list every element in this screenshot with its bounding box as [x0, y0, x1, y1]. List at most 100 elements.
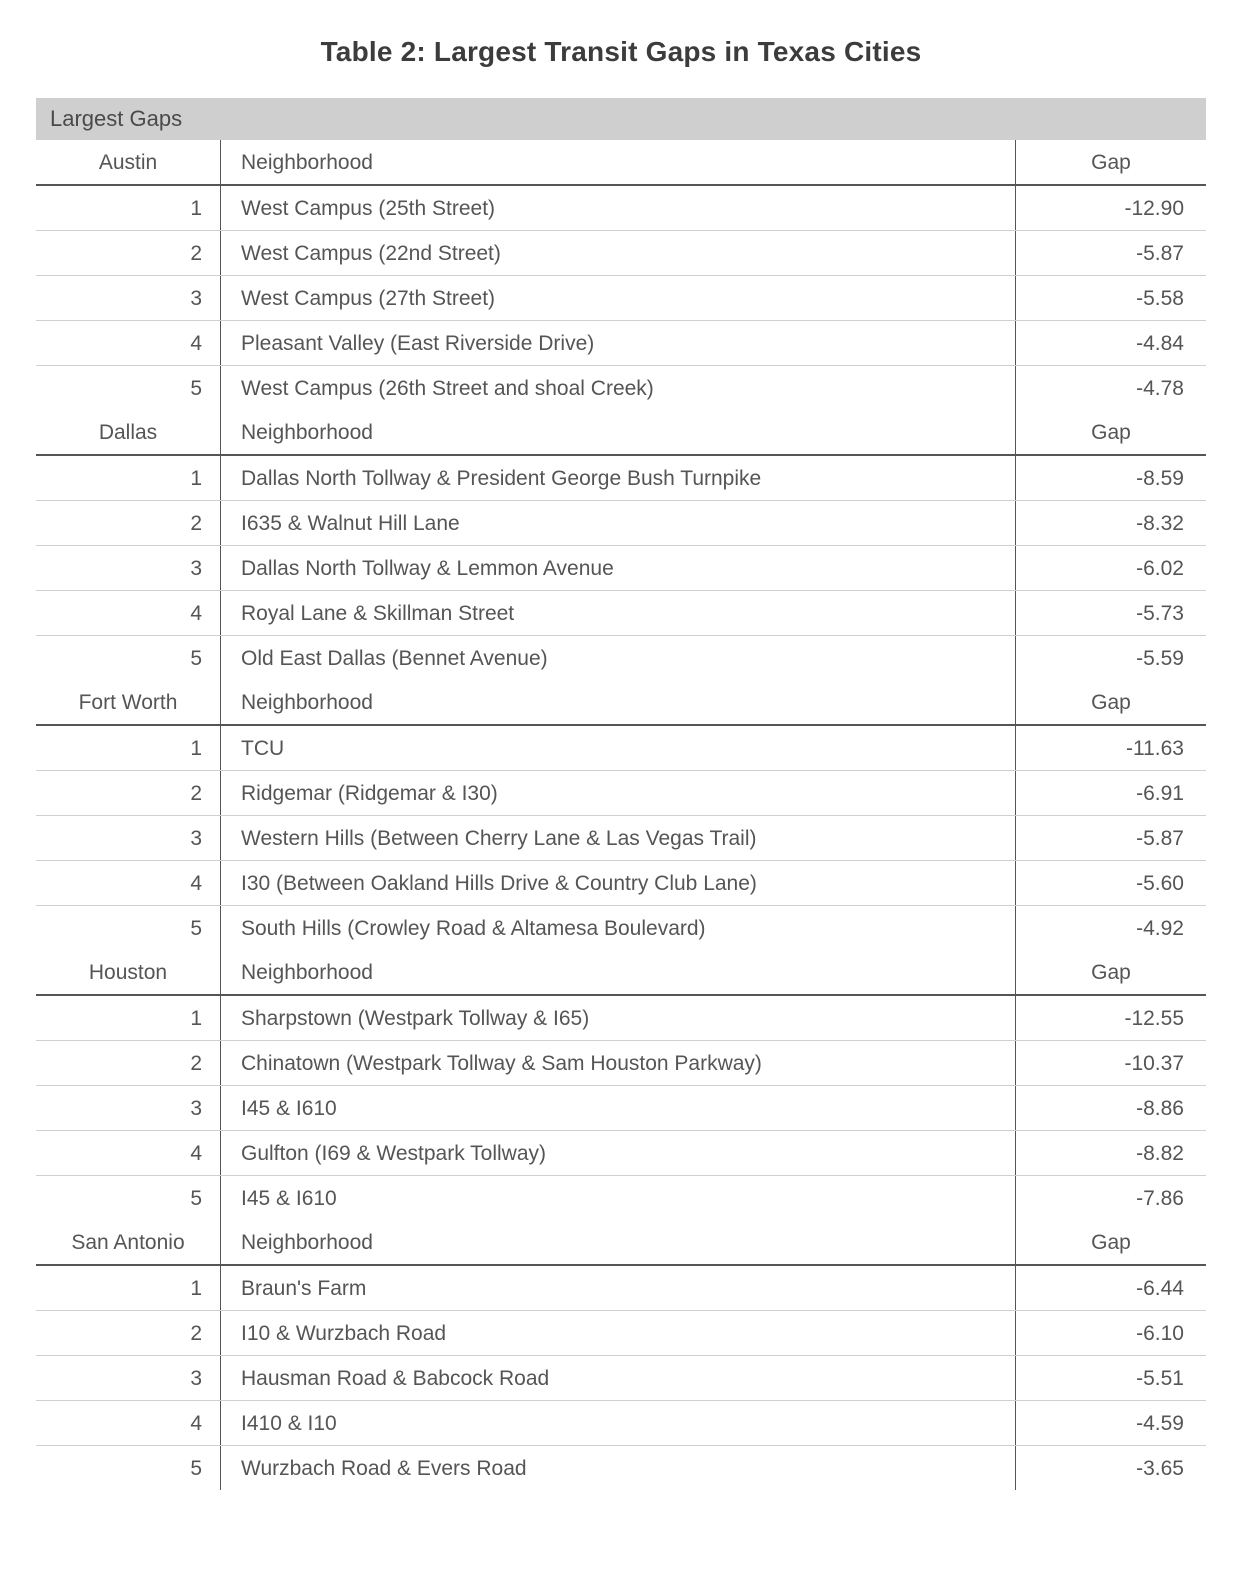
gap-cell: -4.92 — [1016, 906, 1206, 950]
gap-cell: -4.59 — [1016, 1401, 1206, 1445]
gap-cell: -12.55 — [1016, 996, 1206, 1040]
gap-cell: -6.44 — [1016, 1266, 1206, 1310]
column-header-neighborhood: Neighborhood — [221, 140, 1016, 184]
table-row: 1West Campus (25th Street)-12.90 — [36, 186, 1206, 231]
transit-gaps-table: Largest Gaps AustinNeighborhoodGap1West … — [36, 98, 1206, 1490]
gap-cell: -4.84 — [1016, 321, 1206, 365]
neighborhood-cell: Chinatown (Westpark Tollway & Sam Housto… — [221, 1041, 1016, 1085]
neighborhood-cell: West Campus (26th Street and shoal Creek… — [221, 366, 1016, 410]
city-name: Austin — [36, 140, 221, 184]
rank-cell: 3 — [36, 816, 221, 860]
neighborhood-cell: Hausman Road & Babcock Road — [221, 1356, 1016, 1400]
rank-cell: 5 — [36, 906, 221, 950]
city-section-header: DallasNeighborhoodGap — [36, 410, 1206, 456]
table-row: 5Wurzbach Road & Evers Road-3.65 — [36, 1446, 1206, 1490]
gap-cell: -5.87 — [1016, 231, 1206, 275]
table-row: 2I635 & Walnut Hill Lane-8.32 — [36, 501, 1206, 546]
rank-cell: 5 — [36, 636, 221, 680]
rank-cell: 4 — [36, 861, 221, 905]
column-header-gap: Gap — [1016, 950, 1206, 994]
gap-cell: -12.90 — [1016, 186, 1206, 230]
table-row: 5I45 & I610-7.86 — [36, 1176, 1206, 1220]
table-row: 1Dallas North Tollway & President George… — [36, 456, 1206, 501]
city-section-header: San AntonioNeighborhoodGap — [36, 1220, 1206, 1266]
table-row: 4Royal Lane & Skillman Street-5.73 — [36, 591, 1206, 636]
gap-cell: -5.59 — [1016, 636, 1206, 680]
rank-cell: 1 — [36, 186, 221, 230]
neighborhood-cell: Pleasant Valley (East Riverside Drive) — [221, 321, 1016, 365]
city-section-header: AustinNeighborhoodGap — [36, 140, 1206, 186]
rank-cell: 3 — [36, 276, 221, 320]
neighborhood-cell: Western Hills (Between Cherry Lane & Las… — [221, 816, 1016, 860]
rank-cell: 3 — [36, 546, 221, 590]
neighborhood-cell: I45 & I610 — [221, 1086, 1016, 1130]
city-name: Houston — [36, 950, 221, 994]
table-row: 3West Campus (27th Street)-5.58 — [36, 276, 1206, 321]
neighborhood-cell: Old East Dallas (Bennet Avenue) — [221, 636, 1016, 680]
neighborhood-cell: West Campus (22nd Street) — [221, 231, 1016, 275]
table-row: 5Old East Dallas (Bennet Avenue)-5.59 — [36, 636, 1206, 680]
table-row: 1TCU-11.63 — [36, 726, 1206, 771]
table-row: 5South Hills (Crowley Road & Altamesa Bo… — [36, 906, 1206, 950]
neighborhood-cell: Dallas North Tollway & President George … — [221, 456, 1016, 500]
table-row: 4I410 & I10-4.59 — [36, 1401, 1206, 1446]
neighborhood-cell: Braun's Farm — [221, 1266, 1016, 1310]
rank-cell: 3 — [36, 1086, 221, 1130]
neighborhood-cell: I635 & Walnut Hill Lane — [221, 501, 1016, 545]
gap-cell: -6.02 — [1016, 546, 1206, 590]
table-row: 4I30 (Between Oakland Hills Drive & Coun… — [36, 861, 1206, 906]
table-row: 1Braun's Farm-6.44 — [36, 1266, 1206, 1311]
table-row: 2Chinatown (Westpark Tollway & Sam Houst… — [36, 1041, 1206, 1086]
gap-cell: -11.63 — [1016, 726, 1206, 770]
rank-cell: 2 — [36, 1311, 221, 1355]
neighborhood-cell: Dallas North Tollway & Lemmon Avenue — [221, 546, 1016, 590]
neighborhood-cell: Ridgemar (Ridgemar & I30) — [221, 771, 1016, 815]
rank-cell: 5 — [36, 366, 221, 410]
rank-cell: 3 — [36, 1356, 221, 1400]
rank-cell: 1 — [36, 726, 221, 770]
table-row: 2Ridgemar (Ridgemar & I30)-6.91 — [36, 771, 1206, 816]
gap-cell: -5.87 — [1016, 816, 1206, 860]
rank-cell: 1 — [36, 456, 221, 500]
column-header-gap: Gap — [1016, 680, 1206, 724]
rank-cell: 1 — [36, 1266, 221, 1310]
gap-cell: -8.86 — [1016, 1086, 1206, 1130]
gap-cell: -7.86 — [1016, 1176, 1206, 1220]
column-header-gap: Gap — [1016, 410, 1206, 454]
neighborhood-cell: Sharpstown (Westpark Tollway & I65) — [221, 996, 1016, 1040]
rank-cell: 4 — [36, 591, 221, 635]
neighborhood-cell: TCU — [221, 726, 1016, 770]
rank-cell: 2 — [36, 771, 221, 815]
table-row: 2I10 & Wurzbach Road-6.10 — [36, 1311, 1206, 1356]
gap-cell: -8.32 — [1016, 501, 1206, 545]
rank-cell: 5 — [36, 1446, 221, 1490]
neighborhood-cell: Royal Lane & Skillman Street — [221, 591, 1016, 635]
table-row: 4Pleasant Valley (East Riverside Drive)-… — [36, 321, 1206, 366]
neighborhood-cell: I10 & Wurzbach Road — [221, 1311, 1016, 1355]
city-name: Fort Worth — [36, 680, 221, 724]
rank-cell: 1 — [36, 996, 221, 1040]
table-row: 3Dallas North Tollway & Lemmon Avenue-6.… — [36, 546, 1206, 591]
group-header-row: Largest Gaps — [36, 98, 1206, 140]
table-row: 3Western Hills (Between Cherry Lane & La… — [36, 816, 1206, 861]
column-header-gap: Gap — [1016, 140, 1206, 184]
rank-cell: 4 — [36, 1401, 221, 1445]
neighborhood-cell: I30 (Between Oakland Hills Drive & Count… — [221, 861, 1016, 905]
rank-cell: 4 — [36, 321, 221, 365]
neighborhood-cell: Gulfton (I69 & Westpark Tollway) — [221, 1131, 1016, 1175]
gap-cell: -10.37 — [1016, 1041, 1206, 1085]
city-section-header: HoustonNeighborhoodGap — [36, 950, 1206, 996]
neighborhood-cell: South Hills (Crowley Road & Altamesa Bou… — [221, 906, 1016, 950]
gap-cell: -5.58 — [1016, 276, 1206, 320]
table-row: 1Sharpstown (Westpark Tollway & I65)-12.… — [36, 996, 1206, 1041]
rank-cell: 2 — [36, 231, 221, 275]
neighborhood-cell: West Campus (27th Street) — [221, 276, 1016, 320]
column-header-neighborhood: Neighborhood — [221, 410, 1016, 454]
rank-cell: 4 — [36, 1131, 221, 1175]
city-section-header: Fort WorthNeighborhoodGap — [36, 680, 1206, 726]
gap-cell: -6.10 — [1016, 1311, 1206, 1355]
table-row: 4Gulfton (I69 & Westpark Tollway)-8.82 — [36, 1131, 1206, 1176]
gap-cell: -8.82 — [1016, 1131, 1206, 1175]
rank-cell: 2 — [36, 1041, 221, 1085]
neighborhood-cell: I410 & I10 — [221, 1401, 1016, 1445]
